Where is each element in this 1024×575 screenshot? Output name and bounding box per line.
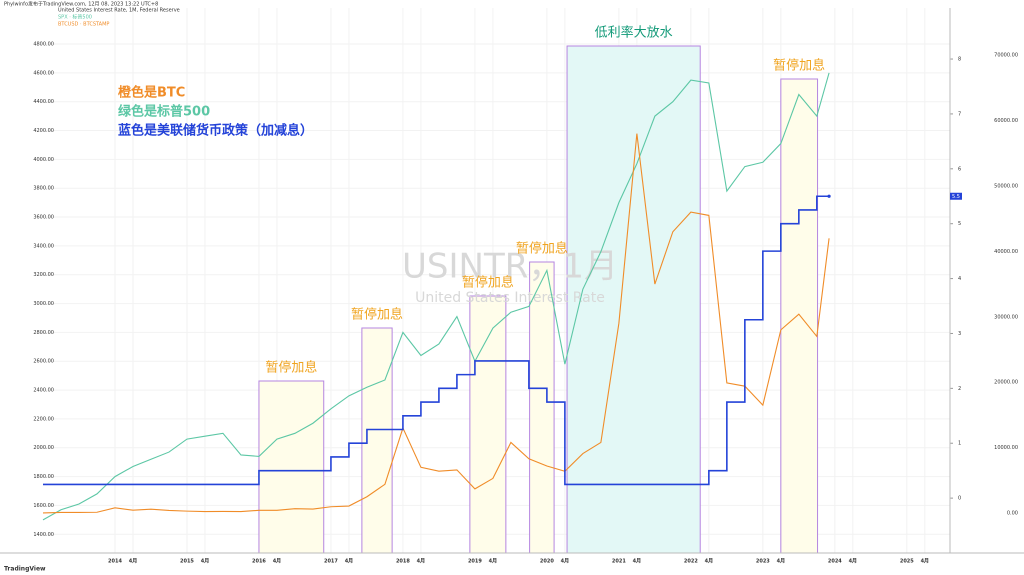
y2-tick-label: 6 bbox=[958, 166, 961, 172]
y-tick-label: 4200.00 bbox=[33, 128, 54, 134]
y-tick-label: 3800.00 bbox=[33, 186, 54, 192]
y-tick-label: 1400.00 bbox=[33, 532, 54, 538]
legend-header: BTCUSD · BTCSTAMP bbox=[58, 22, 109, 28]
price-tag bbox=[950, 192, 962, 200]
y-tick-label: 1800.00 bbox=[33, 474, 54, 480]
x-tick-label: 2014 bbox=[108, 559, 122, 565]
x-tick-label: 2015 bbox=[180, 559, 194, 565]
x-tick-label: 4月 bbox=[129, 558, 137, 565]
x-tick-label: 4月 bbox=[345, 558, 353, 565]
region bbox=[258, 380, 325, 554]
y3-tick-label: 0.00 bbox=[1007, 511, 1018, 517]
y-tick-label: 3600.00 bbox=[33, 215, 54, 221]
y3-tick-label: 20000.00 bbox=[994, 380, 1018, 386]
y3-tick-label: 40000.00 bbox=[994, 249, 1018, 255]
watermark: USINTR，1月 bbox=[402, 247, 618, 287]
y3-tick-label: 10000.00 bbox=[994, 445, 1018, 451]
y-tick-label: 4000.00 bbox=[33, 157, 54, 163]
x-tick-label: 4月 bbox=[849, 558, 857, 565]
series-line bbox=[42, 133, 830, 514]
region bbox=[469, 295, 507, 554]
region-label: 暂停加息 bbox=[516, 241, 568, 257]
y-tick-label: 4800.00 bbox=[33, 42, 54, 48]
y-tick-label: 2400.00 bbox=[33, 388, 54, 394]
x-tick-label: 4月 bbox=[921, 558, 929, 565]
y2-tick-label: 1 bbox=[958, 441, 961, 447]
y3-tick-label: 70000.00 bbox=[994, 53, 1018, 59]
x-tick-label: 4月 bbox=[633, 558, 641, 565]
region bbox=[566, 45, 701, 554]
region bbox=[780, 78, 819, 554]
series-line bbox=[42, 195, 830, 486]
end-dot bbox=[827, 194, 831, 198]
y3-tick-label: 50000.00 bbox=[994, 183, 1018, 189]
note: 蓝色是美联储货币政策（加减息） bbox=[118, 123, 313, 139]
y2-tick-label: 5 bbox=[958, 221, 961, 227]
x-tick-label: 2025 bbox=[900, 559, 914, 565]
x-tick-label: 2016 bbox=[252, 559, 266, 565]
x-tick-label: 2020 bbox=[540, 559, 554, 565]
y2-tick-label: 4 bbox=[958, 276, 961, 282]
y3-tick-label: 60000.00 bbox=[994, 118, 1018, 124]
region bbox=[529, 261, 555, 554]
y2-tick-label: 2 bbox=[958, 386, 961, 392]
y-tick-label: 2000.00 bbox=[33, 445, 54, 451]
region-label: 暂停加息 bbox=[265, 360, 317, 376]
x-tick-label: 2021 bbox=[612, 559, 626, 565]
y-tick-label: 3000.00 bbox=[33, 301, 54, 307]
note: 橙色是BTC bbox=[118, 85, 185, 101]
x-tick-label: 2018 bbox=[396, 559, 410, 565]
y-tick-label: 3400.00 bbox=[33, 243, 54, 249]
series-line bbox=[42, 72, 830, 521]
footer: TradingView bbox=[4, 566, 46, 573]
y-tick-label: 2200.00 bbox=[33, 416, 54, 422]
y-tick-label: 4600.00 bbox=[33, 70, 54, 76]
y-tick-label: 3200.00 bbox=[33, 272, 54, 278]
note: 绿色是标普500 bbox=[118, 104, 210, 120]
y2-tick-label: 8 bbox=[958, 57, 961, 63]
watermark-sub: United States Interest Rate bbox=[415, 290, 605, 306]
region-label: 暂停加息 bbox=[351, 307, 403, 323]
x-tick-label: 4月 bbox=[489, 558, 497, 565]
legend-header: SPX · 标普500 bbox=[58, 14, 92, 21]
price-tag-label: 5.5 bbox=[952, 194, 960, 200]
x-tick-label: 2024 bbox=[828, 559, 842, 565]
x-tick-label: 4月 bbox=[417, 558, 425, 565]
y-tick-label: 2600.00 bbox=[33, 359, 54, 365]
x-tick-label: 4月 bbox=[201, 558, 209, 565]
x-tick-label: 4月 bbox=[777, 558, 785, 565]
x-tick-label: 2023 bbox=[756, 559, 770, 565]
x-tick-label: 4月 bbox=[273, 558, 281, 565]
y2-tick-label: 7 bbox=[958, 111, 961, 117]
y3-tick-label: 30000.00 bbox=[994, 314, 1018, 320]
y-tick-label: 2800.00 bbox=[33, 330, 54, 336]
y2-tick-label: 3 bbox=[958, 331, 961, 337]
x-tick-label: 2017 bbox=[324, 559, 338, 565]
x-tick-label: 2022 bbox=[684, 559, 698, 565]
y-tick-label: 1600.00 bbox=[33, 503, 54, 509]
legend-header: United States Interest Rate, 1M, Federal… bbox=[58, 8, 180, 14]
x-tick-label: 4月 bbox=[705, 558, 713, 565]
x-tick-label: 4月 bbox=[561, 558, 569, 565]
y2-tick-label: 0 bbox=[958, 496, 961, 502]
credit: Phylwinfo发布于TradingView.com, 12月 08, 202… bbox=[4, 1, 158, 8]
region-label: 低利率大放水 bbox=[595, 25, 673, 41]
y-tick-label: 4400.00 bbox=[33, 99, 54, 105]
x-tick-label: 2019 bbox=[468, 559, 482, 565]
region-label: 暂停加息 bbox=[462, 275, 514, 291]
region-label: 暂停加息 bbox=[773, 58, 825, 74]
